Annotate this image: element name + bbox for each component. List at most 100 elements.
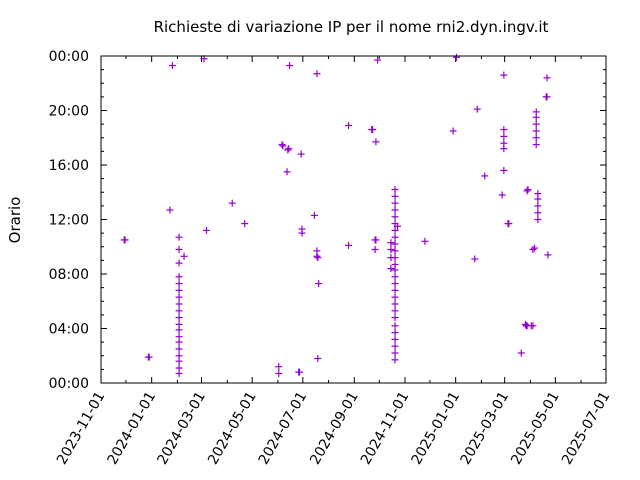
data-point <box>145 353 153 361</box>
data-point <box>394 222 402 230</box>
data-point <box>175 293 183 301</box>
data-point <box>180 252 188 260</box>
axis-ticks <box>100 55 607 384</box>
x-tick-label: 2024-03-01 <box>154 389 209 467</box>
data-point <box>505 220 513 228</box>
data-point <box>391 280 399 288</box>
data-point <box>310 211 318 219</box>
data-point <box>391 226 399 234</box>
data-point <box>314 254 322 262</box>
data-point <box>391 349 399 357</box>
data-point <box>284 146 292 154</box>
data-point <box>529 245 537 253</box>
y-tick-label: 00:00 <box>49 49 89 65</box>
data-point <box>500 71 508 79</box>
data-point <box>391 322 399 330</box>
data-point <box>532 134 540 142</box>
data-point <box>175 352 183 360</box>
data-point <box>517 349 525 357</box>
x-tick-label: 2023-11-01 <box>54 389 109 467</box>
y-tick-label: 12:00 <box>49 213 89 229</box>
data-point <box>175 273 183 281</box>
data-point <box>387 239 395 247</box>
x-tick-labels: 2023-11-012024-01-012024-03-012024-05-01… <box>54 389 614 467</box>
data-point <box>372 138 380 146</box>
x-tick-label: 2025-05-01 <box>508 389 563 467</box>
data-point <box>241 220 249 228</box>
chart-title: Richieste di variazione IP per il nome r… <box>154 18 549 36</box>
data-point <box>175 280 183 288</box>
data-point <box>391 199 399 207</box>
data-point <box>524 186 532 194</box>
data-point <box>387 265 395 273</box>
y-tick-labels: 00:00 04:00 08:00 12:00 16:00 20:00 00:00 <box>49 49 89 392</box>
data-point <box>391 329 399 337</box>
data-point <box>543 74 551 82</box>
data-point <box>175 314 183 322</box>
data-point <box>175 364 183 372</box>
data-point <box>449 127 457 135</box>
data-point <box>278 141 286 149</box>
data-point <box>175 307 183 315</box>
data-point <box>175 286 183 294</box>
data-point <box>297 150 305 158</box>
data-point <box>421 237 429 245</box>
x-tick-label: 2025-01-01 <box>409 389 464 467</box>
plot-frame <box>100 55 607 384</box>
data-point <box>471 255 479 263</box>
data-point <box>175 300 183 308</box>
data-point <box>391 273 399 281</box>
data-point <box>175 245 183 253</box>
data-point <box>391 260 399 268</box>
data-point <box>175 345 183 353</box>
data-point <box>500 139 508 147</box>
data-point <box>391 314 399 322</box>
data-point <box>387 245 395 253</box>
data-point <box>391 335 399 343</box>
data-point <box>531 244 539 252</box>
data-point <box>314 354 322 362</box>
data-point <box>275 363 283 371</box>
data-point <box>175 320 183 328</box>
x-tick-label: 2025-03-01 <box>458 389 513 467</box>
data-point <box>296 368 304 376</box>
data-point <box>391 247 399 255</box>
data-point <box>391 356 399 364</box>
data-point <box>544 251 552 259</box>
data-point <box>345 241 353 249</box>
data-point <box>521 320 529 328</box>
data-point <box>391 307 399 315</box>
data-point <box>473 105 481 113</box>
data-point <box>345 121 353 129</box>
data-point <box>532 108 540 116</box>
data-point <box>532 120 540 128</box>
data-point <box>391 254 399 262</box>
data-point <box>391 300 399 308</box>
data-point <box>543 93 551 101</box>
data-point <box>121 236 129 244</box>
x-tick-label: 2024-07-01 <box>256 389 311 467</box>
data-point <box>391 286 399 294</box>
data-point <box>481 172 489 180</box>
x-tick-label: 2024-05-01 <box>205 389 260 467</box>
data-point <box>534 190 542 198</box>
data-point <box>391 240 399 248</box>
data-point <box>534 202 542 210</box>
data-point <box>452 53 460 61</box>
data-point <box>391 213 399 221</box>
data-point <box>391 186 399 194</box>
data-point <box>372 236 380 244</box>
data-point <box>313 247 321 255</box>
data-point <box>500 126 508 134</box>
data-point <box>369 126 377 134</box>
data-point <box>391 293 399 301</box>
y-tick-label: 16:00 <box>49 158 89 174</box>
data-point <box>175 333 183 341</box>
data-point <box>391 192 399 200</box>
data-point <box>202 226 210 234</box>
data-point <box>315 280 323 288</box>
data-point <box>529 322 537 330</box>
data-point <box>374 56 382 64</box>
data-point <box>500 132 508 140</box>
